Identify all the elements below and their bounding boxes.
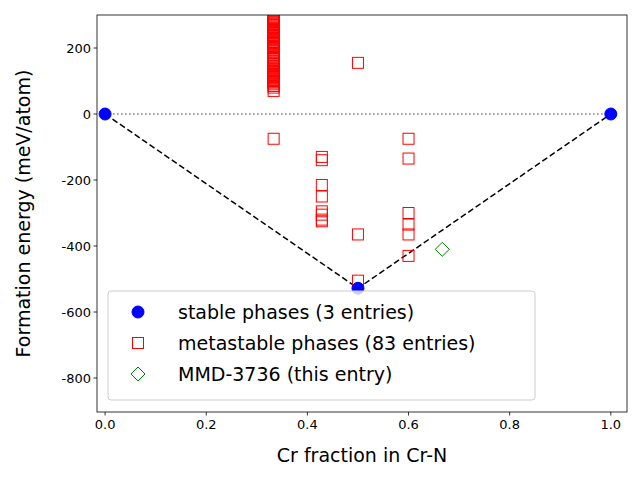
- x-tick: [610, 412, 611, 416]
- x-tick-label: 0.0: [95, 417, 116, 432]
- scatter-point: [316, 191, 327, 202]
- legend-marker: [133, 338, 144, 349]
- x-tick: [408, 412, 409, 416]
- legend-label: stable phases (3 entries): [178, 301, 414, 323]
- scatter-point: [316, 155, 327, 166]
- y-tick: [94, 378, 98, 379]
- x-tick-label: 0.6: [398, 417, 419, 432]
- scatter-point: [268, 133, 279, 144]
- y-tick-label: 200: [66, 41, 91, 56]
- y-tick-label: -600: [61, 305, 91, 320]
- chart-container: 0.0 0.2 0.4 0.6 0.8 1.0 -800 -600 -400 -200 0 200 Cr…: [0, 0, 640, 480]
- scatter-point: [403, 153, 414, 164]
- plot-background: [97, 15, 627, 412]
- scatter-point: [268, 15, 279, 24]
- chart-svg: 0.0 0.2 0.4 0.6 0.8 1.0 -800 -600 -400 -200 0 200 Cr…: [0, 0, 640, 480]
- x-tick-label: 1.0: [600, 417, 621, 432]
- y-tick-label: -200: [61, 173, 91, 188]
- scatter-point: [403, 219, 414, 230]
- x-tick: [509, 412, 510, 416]
- line-series: [105, 113, 611, 115]
- legend-label: metastable phases (83 entries): [178, 332, 476, 354]
- x-tick-label: 0.8: [499, 417, 520, 432]
- y-tick: [94, 246, 98, 247]
- scatter-point: [403, 250, 414, 261]
- scatter-point: [352, 229, 363, 240]
- y-tick-label: 0: [83, 107, 91, 122]
- x-axis-label: Cr fraction in Cr-N: [277, 444, 447, 466]
- x-tick-label: 0.2: [196, 417, 217, 432]
- y-tick: [94, 180, 98, 181]
- line-series: [105, 114, 611, 288]
- scatter-point: [316, 216, 327, 227]
- y-tick: [94, 312, 98, 313]
- y-axis-label: Formation energy (meV/atom): [12, 70, 34, 358]
- y-tick-label: -400: [61, 239, 91, 254]
- legend-box: [108, 291, 535, 400]
- x-tick: [307, 412, 308, 416]
- scatter-point: [268, 15, 279, 24]
- x-tick: [206, 412, 207, 416]
- scatter-point: [99, 108, 111, 120]
- x-tick: [105, 412, 106, 416]
- scatter-point: [605, 108, 617, 120]
- legend-label: MMD-3736 (this entry): [178, 363, 392, 385]
- scatter-point: [435, 242, 449, 256]
- scatter-point: [403, 133, 414, 144]
- legend-marker: [131, 367, 145, 381]
- scatter-point: [316, 209, 327, 220]
- y-tick: [94, 114, 98, 115]
- scatter-point: [316, 179, 327, 190]
- scatter-point: [316, 206, 327, 217]
- plot-frame: [97, 15, 627, 412]
- legend-marker: [132, 306, 144, 318]
- scatter-point: [403, 229, 414, 240]
- y-tick-label: -800: [61, 371, 91, 386]
- legend: stable phases (3 entries) metastable phas…: [108, 291, 535, 400]
- scatter-point: [352, 57, 363, 68]
- scatter-point: [403, 208, 414, 219]
- plot-marks: [99, 15, 617, 294]
- y-tick: [94, 48, 98, 49]
- scatter-point: [316, 151, 327, 162]
- x-tick-label: 0.4: [297, 417, 318, 432]
